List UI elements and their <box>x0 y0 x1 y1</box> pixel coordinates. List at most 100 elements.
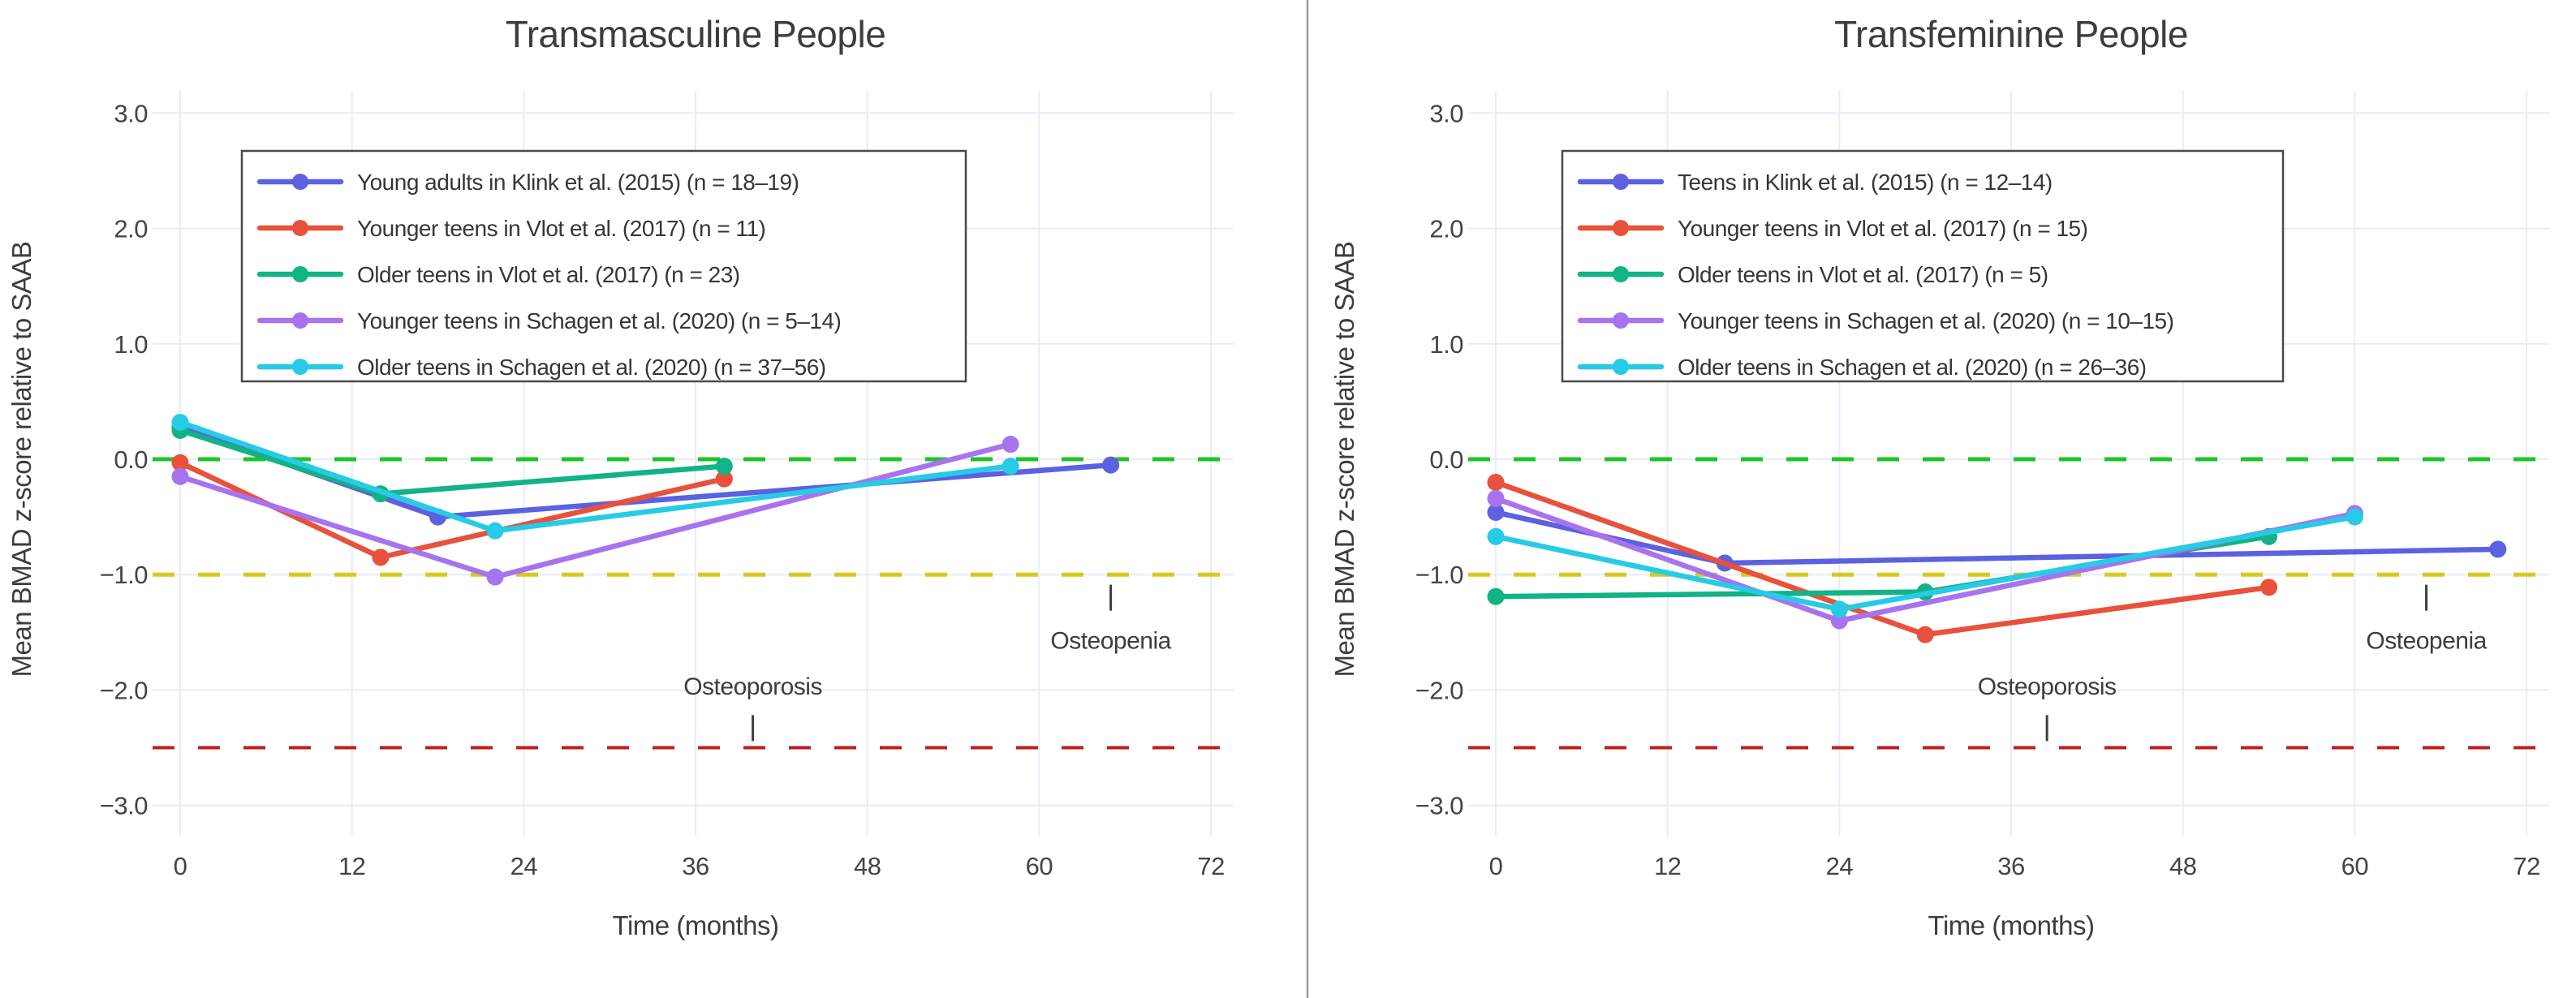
annotation-label: Osteoporosis <box>683 673 822 700</box>
data-point <box>715 458 733 475</box>
data-point <box>1487 473 1505 491</box>
legend-box <box>1561 149 2285 383</box>
data-point <box>171 454 189 471</box>
legend-item-label: Older teens in Vlot et al. (2017) (n = 2… <box>357 262 740 287</box>
legend-item: Younger teens in Schagen et al. (2020) (… <box>1577 308 2174 333</box>
y-tick-label: 0.0 <box>114 445 148 474</box>
y-tick-label: −2.0 <box>100 676 148 704</box>
x-tick-label: 72 <box>2513 852 2539 880</box>
data-point <box>486 522 504 540</box>
legend-item: Young adults in Klink et al. (2015) (n =… <box>256 170 799 195</box>
y-tick-label: −1.0 <box>1415 561 1463 589</box>
y-tick-label: −1.0 <box>100 561 148 589</box>
x-tick-label: 12 <box>1654 852 1681 880</box>
legend-box <box>240 149 967 383</box>
legend-item-label: Young adults in Klink et al. (2015) (n =… <box>357 170 799 195</box>
series <box>171 413 1019 540</box>
data-point <box>171 467 189 485</box>
data-point <box>2260 579 2278 596</box>
y-tick-label: 2.0 <box>1429 215 1463 243</box>
y-tick-label: 2.0 <box>114 215 148 243</box>
data-point <box>1002 436 1019 454</box>
series <box>1487 508 2363 618</box>
data-point <box>1002 458 1019 475</box>
legend-marker <box>292 174 308 190</box>
legend-item: Older teens in Vlot et al. (2017) (n = 2… <box>256 262 740 287</box>
legend-item-label: Older teens in Vlot et al. (2017) (n = 5… <box>1678 262 2048 287</box>
legend-item-label: Younger teens in Vlot et al. (2017) (n =… <box>1678 216 2087 241</box>
x-axis-title: Time (months) <box>1928 910 2095 940</box>
x-tick-label: 72 <box>1197 852 1224 880</box>
annotation-label: Osteopenia <box>1050 627 1171 654</box>
data-point <box>1830 600 1848 618</box>
x-tick-label: 48 <box>854 852 881 880</box>
x-tick-label: 12 <box>338 852 365 880</box>
series <box>171 421 733 503</box>
x-tick-label: 24 <box>1826 852 1854 880</box>
panel-transmasculine: 3.0 2.0 1.0 0.0 −1.0 −2.0 −3.0 0 12 24 36 48 60 72 Ost… <box>6 13 1234 940</box>
legend-item: Younger teens in Schagen et al. (2020) (… <box>256 308 842 333</box>
series-line <box>177 428 727 497</box>
panel-transfeminine: 3.0 2.0 1.0 0.0 −1.0 −2.0 −3.0 0 12 24 36 48 60 72 Ost… <box>1329 13 2550 940</box>
legend-marker <box>292 266 308 282</box>
legend-item-label: Teens in Klink et al. (2015) (n = 12–14) <box>1678 170 2053 195</box>
y-axis-title: Mean BMAD z-score relative to SAAB <box>1329 242 1359 678</box>
series-line <box>1493 534 2272 600</box>
data-point <box>715 470 733 488</box>
x-tick-label: 60 <box>1026 852 1053 880</box>
legend: Young adults in Klink et al. (2015) (n =… <box>240 149 967 383</box>
legend-item-label: Younger teens in Vlot et al. (2017) (n =… <box>357 216 765 241</box>
annotation-label: Osteoporosis <box>1978 673 2117 700</box>
x-axis-title: Time (months) <box>613 910 779 940</box>
series <box>171 454 733 566</box>
legend-item-label: Older teens in Schagen et al. (2020) (n … <box>1678 355 2147 380</box>
data-point <box>1102 456 1120 474</box>
series <box>1487 473 2278 643</box>
legend-marker <box>292 312 308 329</box>
legend-marker <box>292 220 308 236</box>
legend-marker <box>1613 359 1629 375</box>
data-point <box>486 568 504 586</box>
legend-marker <box>1613 312 1629 329</box>
x-tick-label: 0 <box>1489 852 1503 880</box>
x-tick-label: 36 <box>682 852 709 880</box>
panel-title: Transfeminine People <box>1834 13 2188 55</box>
y-tick-label: −2.0 <box>1415 676 1463 704</box>
x-tick-label: 60 <box>2341 852 2369 880</box>
data-point <box>1487 489 1505 507</box>
data-point <box>2346 508 2363 526</box>
data-point <box>2489 540 2507 558</box>
data-point <box>1487 587 1505 605</box>
x-tick-label: 36 <box>1997 852 2024 880</box>
y-tick-label: 0.0 <box>1429 445 1463 474</box>
panel-title: Transmasculine People <box>506 13 885 55</box>
legend-item: Older teens in Vlot et al. (2017) (n = 5… <box>1577 262 2048 287</box>
y-tick-label: 1.0 <box>114 330 148 359</box>
legend-item: Younger teens in Vlot et al. (2017) (n =… <box>256 216 766 241</box>
x-tick-label: 0 <box>174 852 187 880</box>
x-tick-label: 24 <box>510 852 538 880</box>
y-tick-label: 3.0 <box>1429 99 1463 127</box>
y-tick-label: 3.0 <box>114 99 148 127</box>
data-point <box>1487 527 1505 545</box>
legend-item: Older teens in Schagen et al. (2020) (n … <box>1577 355 2147 380</box>
data-point <box>171 413 189 431</box>
data-point <box>1487 503 1505 521</box>
y-tick-label: −3.0 <box>1415 792 1463 820</box>
legend-marker <box>1613 266 1629 282</box>
legend-marker <box>1613 220 1629 236</box>
legend-item-label: Younger teens in Schagen et al. (2020) (… <box>357 308 841 333</box>
legend-item-label: Younger teens in Schagen et al. (2020) (… <box>1678 308 2173 333</box>
y-tick-label: −3.0 <box>100 792 148 820</box>
legend-marker <box>1613 174 1629 190</box>
y-tick-label: 1.0 <box>1429 330 1463 359</box>
y-axis-title: Mean BMAD z-score relative to SAAB <box>6 242 37 678</box>
legend-item-label: Older teens in Schagen et al. (2020) (n … <box>357 355 826 380</box>
data-point <box>1916 626 1934 643</box>
x-tick-label: 48 <box>2169 852 2196 880</box>
legend-item: Older teens in Schagen et al. (2020) (n … <box>256 355 826 380</box>
legend-item: Younger teens in Vlot et al. (2017) (n =… <box>1577 216 2088 241</box>
legend-item: Teens in Klink et al. (2015) (n = 12–14) <box>1577 170 2053 195</box>
